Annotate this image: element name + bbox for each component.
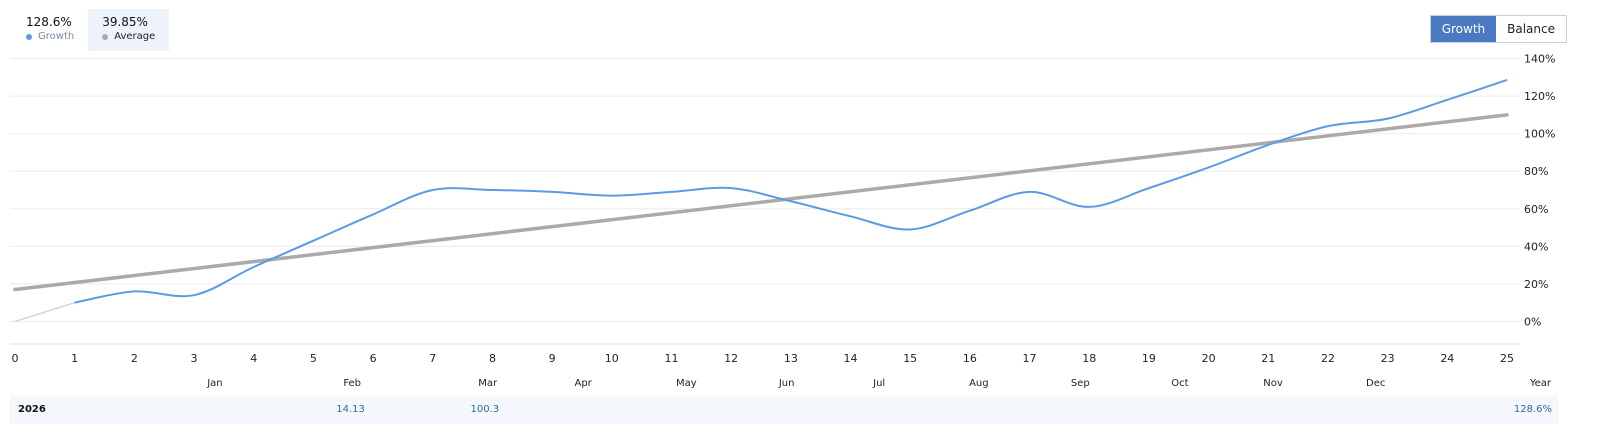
month-label: Dec	[1366, 378, 1385, 389]
x-tick-label: 4	[250, 352, 257, 365]
y-tick-label: 80%	[1524, 165, 1548, 178]
chart-mode-toggle: Growth Balance	[1429, 15, 1567, 43]
month-label: Nov	[1263, 378, 1283, 389]
chart-legend: 128.6% Growth 39.85% Average	[12, 9, 170, 51]
x-tick-label: 20	[1202, 352, 1216, 365]
x-tick-label: 22	[1321, 352, 1335, 365]
month-label: Feb	[343, 378, 361, 389]
x-tick-label: 23	[1381, 352, 1395, 365]
footer-value: 128.6%	[1513, 404, 1552, 415]
month-label: Oct	[1171, 378, 1188, 389]
x-tick-label: 0	[12, 352, 19, 365]
x-tick-label: 25	[1500, 352, 1514, 365]
average-dot-icon	[102, 33, 109, 40]
x-tick-label: 17	[1023, 352, 1037, 365]
y-tick-label: 100%	[1524, 128, 1555, 141]
x-tick-label: 21	[1261, 352, 1275, 365]
y-tick-label: 20%	[1524, 278, 1548, 291]
x-tick-label: 24	[1440, 352, 1454, 365]
month-label: Jan	[206, 378, 222, 389]
y-tick-label: 40%	[1524, 240, 1548, 253]
year-axis-label: Year	[1529, 378, 1552, 389]
month-label: Mar	[478, 378, 498, 389]
month-label: Aug	[969, 378, 989, 389]
legend-growth-label: Growth	[38, 31, 75, 42]
growth-series-line	[74, 78, 1508, 304]
x-tick-label: 13	[784, 352, 798, 365]
y-tick-label: 120%	[1524, 90, 1555, 103]
y-tick-label: 60%	[1524, 203, 1548, 216]
legend-growth[interactable]: 128.6% Growth	[12, 9, 88, 51]
x-tick-label: 9	[549, 352, 556, 365]
legend-average[interactable]: 39.85% Average	[88, 9, 170, 51]
x-tick-label: 8	[489, 352, 496, 365]
x-tick-label: 14	[844, 352, 858, 365]
x-tick-label: 12	[724, 352, 738, 365]
growth-button[interactable]: Growth	[1430, 16, 1497, 42]
growth-chart: 0%20%40%60%80%100%120%140%0 1 2 3 4 5 6 7 8 9 10 11…	[10, 53, 1555, 389]
x-tick-label: 18	[1082, 352, 1096, 365]
legend-growth-value: 128.6%	[26, 15, 72, 29]
footer-value: 14.13	[336, 404, 365, 415]
footer-value: 100.3	[470, 404, 500, 415]
x-tick-label: 6	[370, 352, 377, 365]
month-label: Sep	[1071, 378, 1090, 389]
x-tick-label: 11	[664, 352, 678, 365]
average-series-line	[13, 113, 1509, 292]
growth-start-segment	[14, 301, 75, 323]
footer-year: 2026	[18, 404, 46, 415]
x-tick-label: 15	[903, 352, 917, 365]
legend-average-label: Average	[114, 31, 156, 42]
x-tick-label: 16	[963, 352, 977, 365]
x-tick-label: 3	[191, 352, 198, 365]
x-tick-label: 19	[1142, 352, 1156, 365]
x-tick-label: 5	[310, 352, 317, 365]
x-tick-label: 1	[71, 352, 78, 365]
month-label: Apr	[574, 378, 592, 389]
legend-average-value: 39.85%	[102, 15, 148, 29]
y-tick-label: 0%	[1524, 315, 1541, 328]
month-label: Jun	[778, 378, 795, 389]
month-label: Jul	[872, 378, 885, 389]
growth-dot-icon	[26, 33, 32, 40]
month-label: May	[676, 378, 697, 389]
balance-button[interactable]: Balance	[1496, 16, 1566, 42]
x-tick-label: 2	[131, 352, 138, 365]
y-tick-label: 140%	[1524, 53, 1555, 66]
footer-summary-row: 2026 14.13 100.3 128.6%	[10, 396, 1558, 424]
x-tick-label: 10	[605, 352, 619, 365]
x-tick-label: 7	[429, 352, 436, 365]
